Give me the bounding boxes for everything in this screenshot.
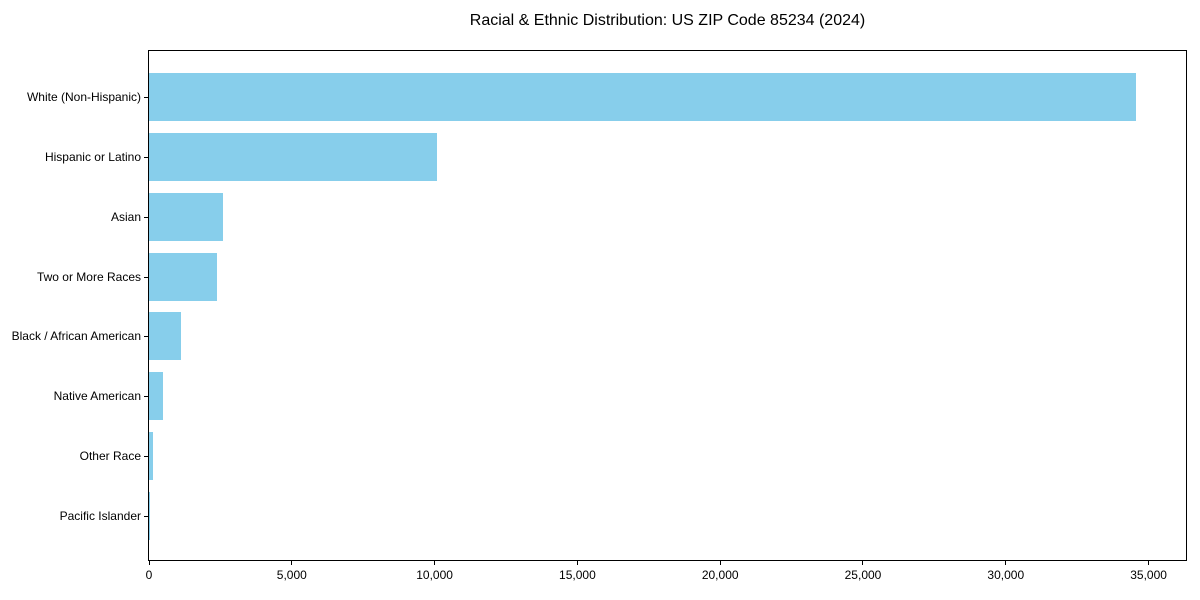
bar: [149, 432, 153, 481]
y-axis-label: Hispanic or Latino: [44, 149, 141, 164]
x-tick-label: 25,000: [844, 568, 882, 582]
y-tick-mark: [144, 336, 148, 338]
x-tick-mark: [576, 561, 578, 565]
bar: [149, 312, 181, 361]
x-tick-label: 15,000: [559, 568, 596, 582]
bar: [149, 192, 224, 241]
bar: [149, 132, 437, 181]
x-tick-label: 20,000: [701, 568, 739, 582]
x-tick-label: 0: [145, 568, 153, 582]
y-tick-mark: [144, 97, 148, 98]
x-tick-mark: [1005, 561, 1007, 565]
bar: [149, 73, 1137, 121]
x-tick-mark: [862, 561, 864, 565]
x-tick-label: 35,000: [1130, 568, 1167, 582]
bar: [149, 372, 163, 421]
plot-area: [148, 50, 1187, 561]
y-tick-mark: [144, 216, 148, 218]
y-axis-label: Black / African American: [11, 329, 141, 344]
y-axis-label: Other Race: [79, 449, 141, 464]
x-tick-mark: [434, 561, 436, 565]
y-tick-mark: [144, 156, 148, 158]
y-tick-mark: [144, 276, 148, 278]
y-tick-mark: [144, 456, 148, 458]
x-tick-mark: [291, 561, 293, 565]
y-axis-label: Asian: [110, 209, 141, 224]
x-tick-label: 5,000: [276, 568, 307, 582]
x-tick-mark: [1148, 561, 1150, 565]
y-axis-label: Two or More Races: [36, 269, 141, 284]
bar: [149, 252, 217, 301]
y-axis-label: White (Non-Hispanic): [26, 90, 141, 104]
x-tick-mark: [148, 561, 150, 565]
y-tick-mark: [144, 516, 148, 517]
x-tick-label: 10,000: [416, 568, 453, 582]
x-tick-mark: [719, 561, 721, 565]
y-axis-label: Pacific Islander: [59, 509, 141, 523]
y-tick-mark: [144, 396, 148, 398]
chart-title: Racial & Ethnic Distribution: US ZIP Cod…: [469, 12, 866, 29]
x-tick-label: 30,000: [987, 568, 1025, 582]
y-axis-label: Native American: [53, 389, 141, 404]
